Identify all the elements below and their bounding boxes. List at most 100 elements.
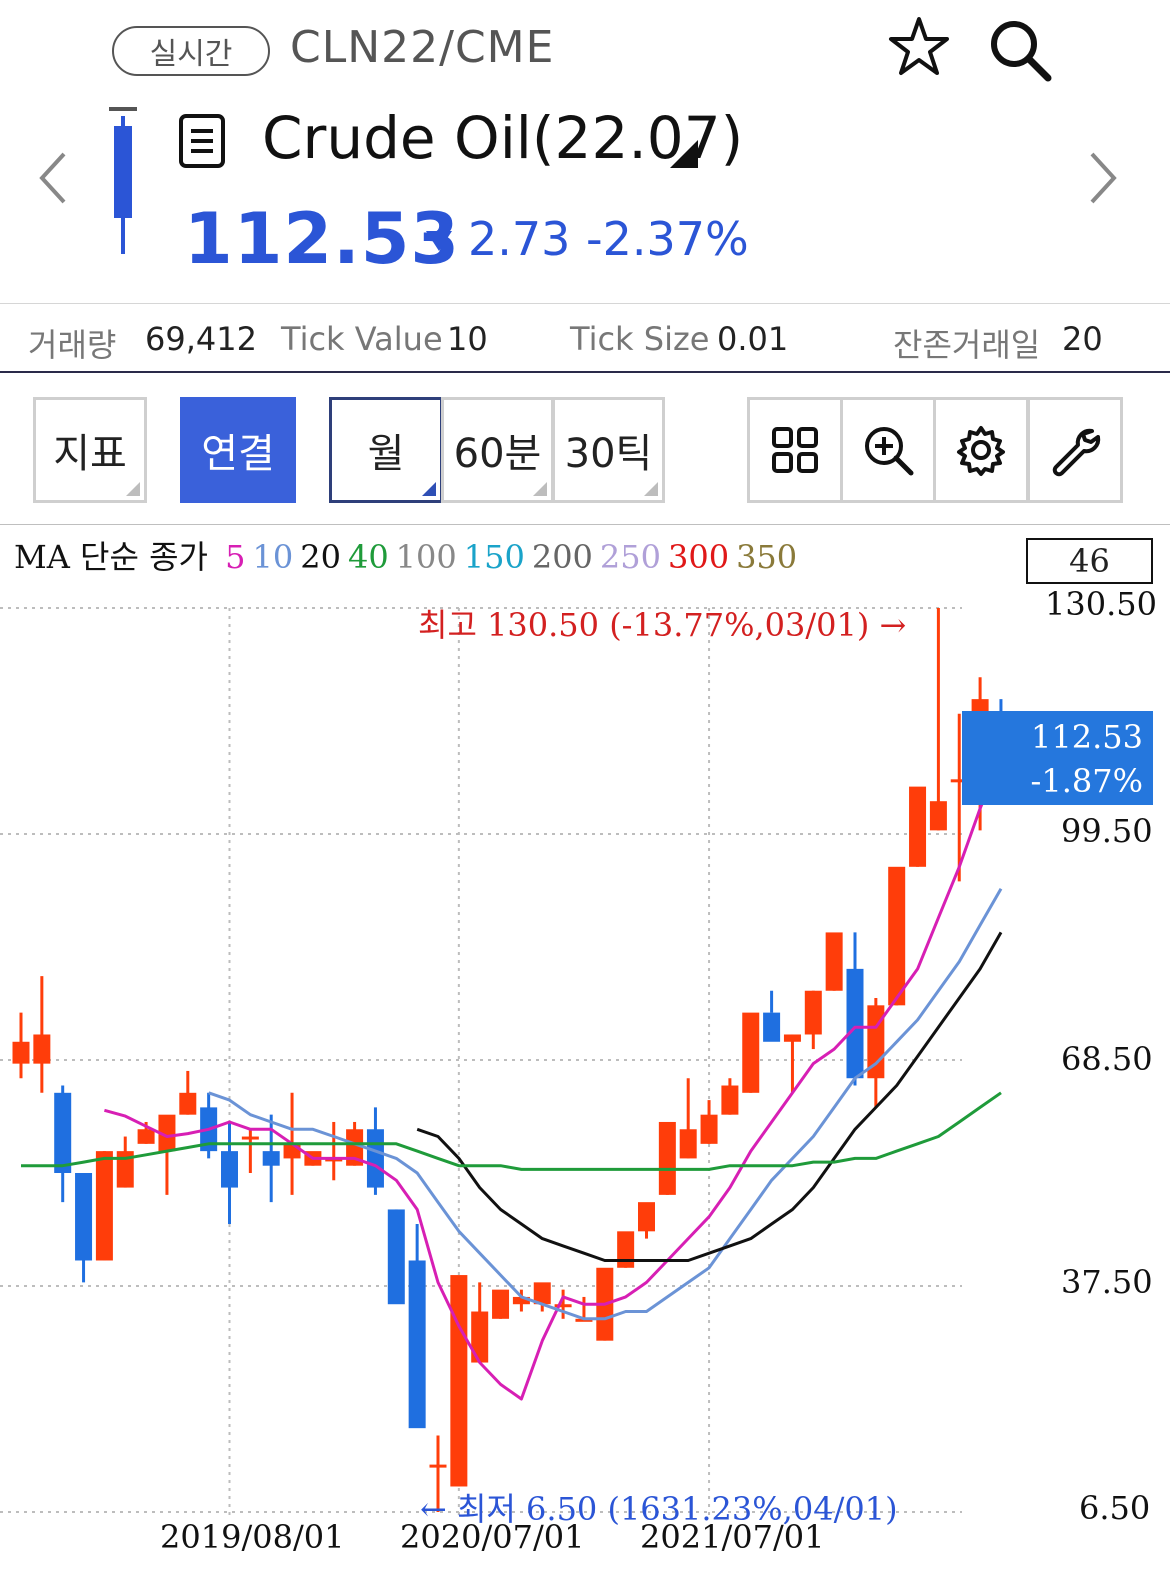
- candle-body: [408, 1260, 426, 1429]
- candle-body: [137, 1129, 155, 1144]
- chevron-left-icon[interactable]: [34, 148, 70, 208]
- ma-period-100[interactable]: 100: [395, 538, 457, 576]
- current-price: 112.53: [184, 198, 461, 280]
- ma-line-5: [103, 756, 1003, 1401]
- period-tab-label: 30틱: [564, 431, 653, 477]
- ma-period-250[interactable]: 250: [599, 538, 661, 576]
- period-tab-label: 60분: [453, 431, 542, 477]
- ma-legend[interactable]: MA 단순 종가 5 10 20 40 100 150 200 250 300 350: [14, 532, 811, 578]
- ma-line-10: [208, 887, 1003, 1321]
- candle-body: [825, 932, 843, 991]
- price-chart[interactable]: [0, 526, 1170, 1591]
- candle-body: [283, 1143, 301, 1159]
- x-tick-label: 2020/07/01: [400, 1518, 585, 1556]
- y-tick-label: 37.50: [1061, 1263, 1153, 1301]
- wrench-icon: [1052, 428, 1101, 477]
- star-icon[interactable]: [886, 14, 952, 80]
- candle-body: [721, 1085, 739, 1115]
- candle-body: [262, 1151, 280, 1166]
- info-bar: 거래량 69,412 Tick Value 10 Tick Size 0.01 …: [0, 303, 1170, 373]
- candle-body: [575, 1318, 593, 1322]
- quote-header: 실시간 CLN22/CME Crude Oil(22.07) 112.53 2.…: [0, 0, 1170, 305]
- candle-body: [533, 1282, 551, 1305]
- y-tick-label: 99.50: [1061, 812, 1153, 850]
- ma-period-300[interactable]: 300: [667, 538, 730, 576]
- candle-body: [241, 1136, 259, 1140]
- days-left-label: 잔존거래일: [893, 326, 1041, 364]
- candle-body: [325, 1158, 343, 1162]
- ma-period-200[interactable]: 200: [531, 538, 593, 576]
- y-tick-label: 68.50: [1061, 1040, 1153, 1078]
- period-tab-60min[interactable]: 60분: [441, 397, 554, 503]
- candle-body: [700, 1114, 718, 1144]
- triangle-icon[interactable]: [668, 138, 700, 170]
- document-icon[interactable]: [178, 113, 226, 169]
- candle-body: [12, 1041, 30, 1064]
- chevron-right-icon[interactable]: [1086, 148, 1122, 208]
- ma-period-350[interactable]: 350: [736, 538, 798, 576]
- last-price-percent: -1.87%: [1030, 762, 1143, 800]
- ma-period-5[interactable]: 5: [225, 538, 246, 576]
- down-triangle-icon: [426, 231, 452, 251]
- bar-count-box: 46: [1026, 538, 1153, 584]
- candle-body: [221, 1151, 238, 1188]
- candle-body: [512, 1296, 530, 1305]
- volume-label: 거래량: [28, 326, 117, 364]
- mini-candle-icon: [109, 107, 137, 254]
- period-tab-label: 월: [367, 431, 405, 477]
- price-change-percent: -2.37%: [586, 212, 749, 266]
- low-annotation: ← 최저 6.50 (1631.23%,04/01): [420, 1490, 898, 1528]
- candle-body: [846, 968, 864, 1079]
- tools-button[interactable]: [1027, 397, 1123, 503]
- x-tick-label: 2021/07/01: [640, 1518, 825, 1556]
- candle-body: [387, 1209, 405, 1305]
- candle-body: [888, 866, 906, 1006]
- candle-body: [158, 1114, 176, 1152]
- candle-body: [54, 1092, 72, 1173]
- symbol-code: CLN22/CME: [290, 22, 555, 73]
- indicator-button[interactable]: 지표: [33, 397, 147, 503]
- candle-body: [116, 1151, 134, 1188]
- last-price-value: 112.53: [1031, 718, 1143, 756]
- layout-button[interactable]: [747, 397, 843, 503]
- settings-button[interactable]: [933, 397, 1029, 503]
- candle-body: [742, 1012, 760, 1093]
- ma-legend-label: MA 단순 종가: [14, 538, 208, 576]
- indicator-button-label: 지표: [53, 431, 127, 477]
- ma-line-20: [416, 931, 1003, 1262]
- candlestick-chart[interactable]: [0, 526, 1170, 1591]
- days-left: 20: [1062, 320, 1103, 358]
- ma-period-10[interactable]: 10: [252, 538, 294, 576]
- instrument-title[interactable]: Crude Oil(22.07): [262, 104, 744, 172]
- search-icon[interactable]: [984, 14, 1054, 84]
- candle-body: [346, 1129, 364, 1166]
- candle-body: [366, 1129, 384, 1188]
- candle-body: [658, 1121, 676, 1195]
- candle-body: [638, 1202, 655, 1232]
- candle-body: [554, 1304, 572, 1308]
- link-button[interactable]: 연결: [180, 397, 296, 503]
- candle-body: [679, 1129, 697, 1159]
- candle-body: [450, 1275, 468, 1487]
- candle-body: [617, 1231, 635, 1268]
- candle-body: [950, 779, 968, 783]
- candle-body: [492, 1289, 510, 1319]
- y-tick-label: 6.50: [1079, 1489, 1151, 1527]
- period-tab-month[interactable]: 월: [329, 397, 443, 503]
- ma-period-40[interactable]: 40: [347, 538, 389, 576]
- high-annotation: 최고 130.50 (-13.77%,03/01) →: [418, 606, 907, 644]
- gear-icon: [957, 426, 1005, 476]
- tick-value-label: Tick Value: [281, 320, 443, 358]
- period-tab-30tick[interactable]: 30틱: [552, 397, 665, 503]
- candle-body: [75, 1173, 93, 1261]
- toolbar-divider: [0, 524, 1170, 525]
- ma-period-150[interactable]: 150: [463, 538, 525, 576]
- volume-value: 69,412: [145, 320, 257, 358]
- zoom-button[interactable]: [840, 397, 936, 503]
- grid-icon: [772, 427, 818, 473]
- ma-period-list: 5 10 20 40 100 150 200 250 300 350: [225, 538, 804, 576]
- x-tick-label: 2019/08/01: [160, 1518, 345, 1556]
- realtime-badge[interactable]: 실시간: [112, 26, 270, 76]
- ma-period-20[interactable]: 20: [300, 538, 341, 576]
- candle-body: [179, 1092, 197, 1115]
